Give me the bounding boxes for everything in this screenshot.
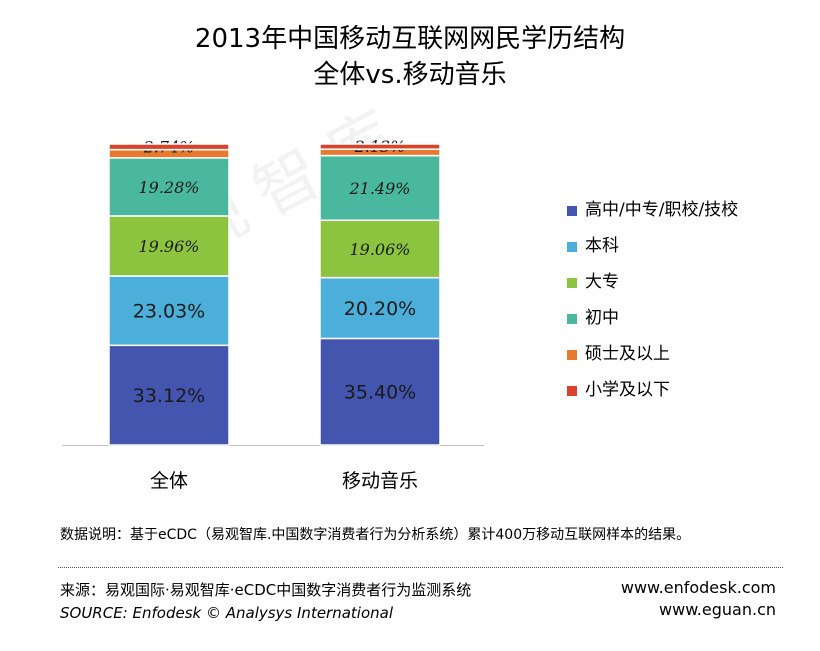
- chart-title: 2013年中国移动互联网网民学历结构: [194, 24, 626, 54]
- legend-label: 初中: [585, 308, 619, 328]
- url-eguan[interactable]: www.eguan.cn: [659, 600, 776, 619]
- bar-segment: [319, 219, 441, 279]
- legend-swatch: [567, 242, 577, 252]
- chart-subtitle: 全体vs.移动音乐: [313, 60, 507, 90]
- legend-label: 大专: [585, 272, 619, 292]
- bar-segment: [319, 143, 441, 150]
- legend-swatch: [567, 350, 577, 360]
- category-label: 全体: [150, 470, 188, 492]
- legend-label: 本科: [585, 236, 619, 256]
- legend-swatch: [567, 386, 577, 396]
- source-en: SOURCE: Enfodesk © Analysys Internationa…: [60, 604, 394, 622]
- legend-label: 硕士及以上: [585, 344, 670, 364]
- bar-segment: [108, 275, 230, 347]
- bar-segment: [108, 215, 230, 277]
- legend-label: 小学及以下: [585, 380, 670, 400]
- data-label: 21.49%: [348, 179, 410, 198]
- data-label: 19.06%: [349, 240, 410, 259]
- data-note: 数据说明：基于eCDC（易观智库.中国数字消费者行为分析系统）累计400万移动互…: [60, 527, 691, 543]
- stacked-bar-chart: 33.12%23.03%19.96%19.28%2.74%全体35.40%20.…: [62, 137, 484, 492]
- bar-segment: [108, 143, 230, 151]
- category-label: 移动音乐: [342, 470, 418, 492]
- data-label: 20.20%: [344, 298, 416, 320]
- data-label: 19.28%: [138, 178, 199, 197]
- data-label: 23.03%: [133, 301, 205, 323]
- legend-swatch: [567, 314, 577, 324]
- legend-swatch: [567, 206, 577, 216]
- data-label: 33.12%: [133, 385, 205, 407]
- source-cn: 来源：易观国际·易观智库·eCDC中国数字消费者行为监测系统: [60, 581, 472, 599]
- legend-label: 高中/中专/职校/技校: [585, 200, 739, 220]
- data-label: 19.96%: [138, 237, 199, 256]
- url-enfodesk[interactable]: www.enfodesk.com: [620, 578, 776, 597]
- bar-segment: [108, 157, 230, 217]
- bar-segment: [319, 154, 441, 222]
- data-label: 35.40%: [344, 382, 416, 404]
- bar-segment: [319, 337, 441, 446]
- footer-divider: [58, 567, 783, 568]
- bar-segment: [319, 276, 441, 340]
- bar-segment: [108, 344, 230, 446]
- legend-swatch: [567, 278, 577, 288]
